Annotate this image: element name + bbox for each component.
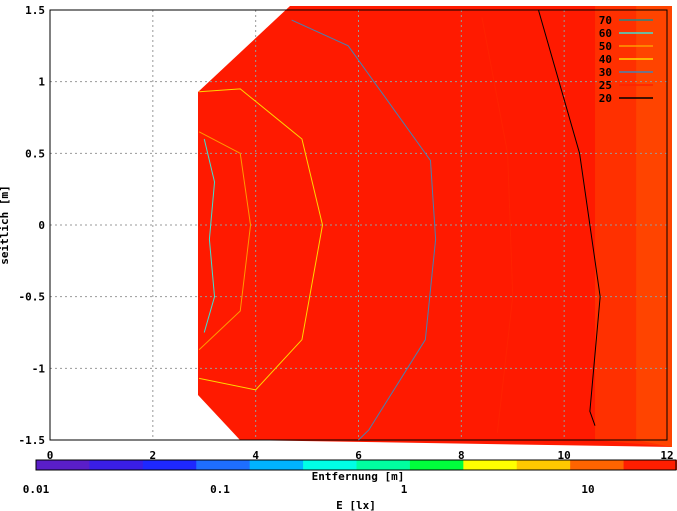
- x-tick-label: 0: [47, 449, 54, 462]
- contour-line-40: [199, 88, 324, 391]
- colorbar-segment: [570, 460, 625, 470]
- x-tick-label: 2: [150, 449, 157, 462]
- x-tick-label: 10: [558, 449, 571, 462]
- colorbar-segment: [463, 460, 518, 470]
- colorbar-segment: [249, 460, 304, 470]
- x-tick-label: 4: [252, 449, 259, 462]
- y-tick-label: -0.5: [19, 291, 46, 304]
- colorbar-label: E [lx]: [336, 499, 376, 511]
- x-axis-label: Entfernung [m]: [312, 470, 405, 483]
- colorbar-segment: [89, 460, 144, 470]
- colorbar-tick-label: 0.1: [210, 483, 230, 496]
- x-tick-label: 8: [458, 449, 465, 462]
- colorbar-segment: [196, 460, 251, 470]
- colorbar-segment: [36, 460, 90, 470]
- colorbar-segment: [142, 460, 197, 470]
- contour-line-50: [198, 131, 252, 351]
- colorbar-tick-label: 1: [401, 483, 408, 496]
- colorbar-segment: [356, 460, 411, 470]
- contour-line-30: [291, 19, 437, 441]
- y-tick-label: 0.5: [25, 147, 45, 160]
- x-tick-label: 6: [355, 449, 362, 462]
- x-tick-label: 12: [660, 449, 673, 462]
- colorbar: [35, 459, 677, 471]
- colorbar-segment: [516, 460, 571, 470]
- contour-line-25: [481, 17, 514, 433]
- legend-label: 30: [599, 66, 612, 79]
- contour-line-60: [203, 138, 216, 333]
- legend-label: 60: [599, 27, 612, 40]
- y-tick-label: -1.5: [19, 434, 46, 447]
- legend-label: 25: [599, 79, 612, 92]
- legend-label: 50: [599, 40, 612, 53]
- legend-label: 70: [599, 14, 612, 27]
- contour-line-20: [537, 9, 601, 426]
- heat-band: [636, 6, 672, 447]
- y-axis-label: seitlich [m]: [0, 185, 11, 264]
- y-tick-label: 0: [38, 219, 45, 232]
- colorbar-segment: [409, 460, 464, 470]
- y-tick-label: 1.5: [25, 4, 45, 17]
- colorbar-segment: [303, 460, 357, 470]
- y-tick-label: 1: [38, 76, 45, 89]
- legend-label: 40: [599, 53, 612, 66]
- colorbar-tick-label: 0.01: [23, 483, 50, 496]
- colorbar-segment: [623, 460, 677, 470]
- legend-label: 20: [599, 92, 612, 105]
- y-tick-label: -1: [32, 362, 46, 375]
- colorbar-tick-label: 10: [581, 483, 594, 496]
